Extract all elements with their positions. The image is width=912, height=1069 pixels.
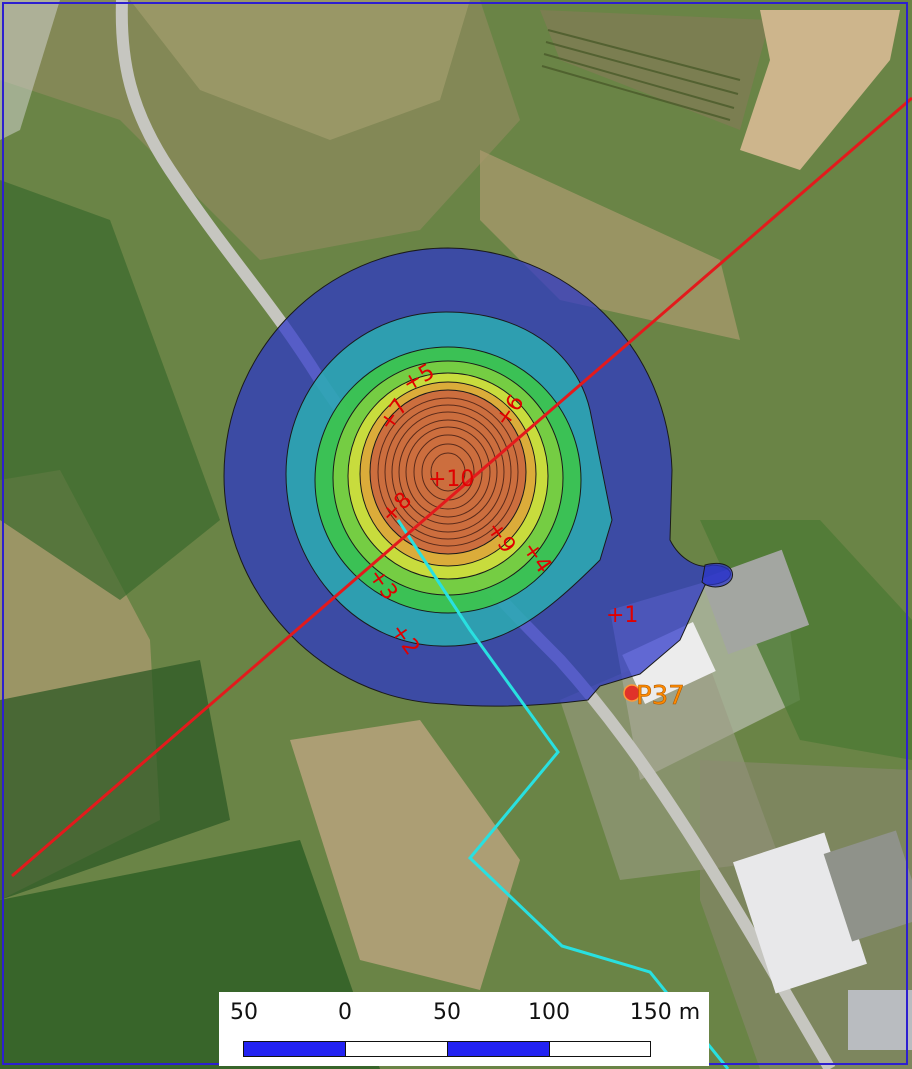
scale-tick-label: 150 m bbox=[629, 1000, 701, 1025]
scale-tick-label: 50 bbox=[433, 1000, 461, 1025]
scale-tick-label: 50 bbox=[230, 1000, 258, 1025]
contour-label: +10 bbox=[428, 467, 474, 492]
scale-segment bbox=[345, 1041, 448, 1057]
scale-segment bbox=[243, 1041, 346, 1057]
site-marker-p37[interactable]: P37 bbox=[623, 681, 685, 711]
contour-zones bbox=[223, 247, 734, 707]
scale-tick-label: 0 bbox=[338, 1000, 352, 1025]
scale-tick-label: 100 bbox=[528, 1000, 570, 1025]
cyan-boundary-line bbox=[396, 519, 730, 1069]
scale-segment bbox=[549, 1041, 651, 1057]
scale-segment bbox=[447, 1041, 550, 1057]
scale-bar: 50 0 50 100 150 m bbox=[219, 992, 709, 1066]
site-label: P37 bbox=[636, 681, 685, 711]
zone-red bbox=[369, 389, 527, 555]
site-point-icon bbox=[623, 684, 641, 702]
contour-label: +1 bbox=[606, 603, 638, 628]
red-transect-line bbox=[11, 96, 912, 878]
